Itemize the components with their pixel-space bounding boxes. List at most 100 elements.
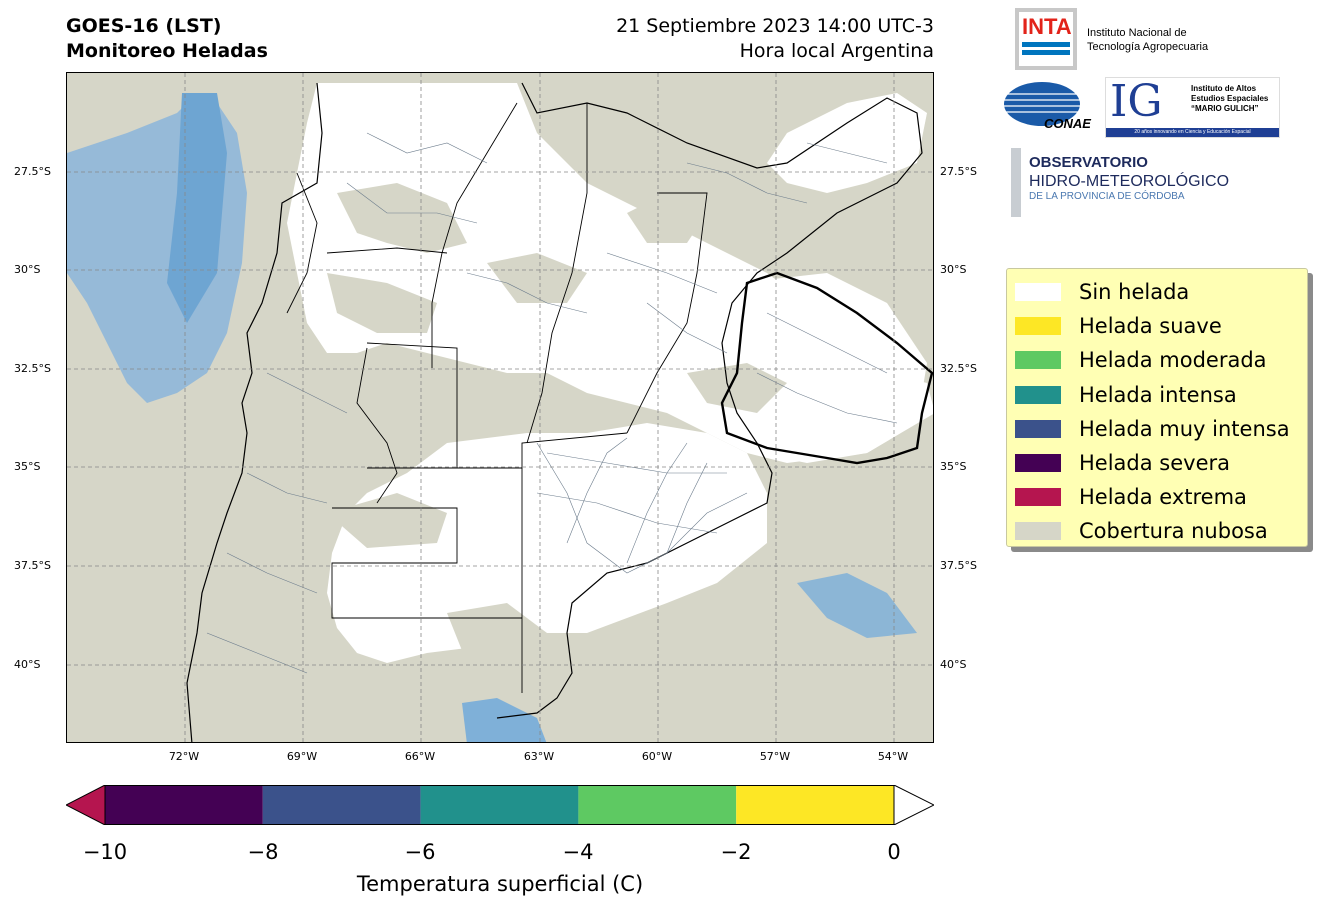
province-borders <box>286 102 708 693</box>
obs-line2: HIDRO-METEOROLÓGICO <box>1029 173 1230 190</box>
lon-tick: 54°W <box>877 750 909 763</box>
graticule <box>67 73 933 742</box>
cloud-patch <box>627 193 707 243</box>
cloud-patch <box>327 493 447 548</box>
legend-label: Helada severa <box>1079 451 1230 476</box>
cloudfree-area-atlantic <box>797 573 917 638</box>
province-border <box>366 342 458 469</box>
lat-tick-left: 30°S <box>14 263 41 276</box>
colorbar-tick: −8 <box>247 840 279 864</box>
province-border <box>331 507 522 619</box>
province-border <box>626 192 708 434</box>
legend-label: Cobertura nubosa <box>1079 519 1268 544</box>
legend-label: Helada muy intensa <box>1079 416 1290 441</box>
colorbar-over-triangle <box>893 784 936 826</box>
department-border <box>246 472 328 504</box>
legend-label: Helada moderada <box>1079 348 1267 373</box>
ig-name-line1: Instituto de Altos <box>1191 84 1257 93</box>
department-border <box>206 632 308 674</box>
legend-swatch <box>1015 488 1061 507</box>
department-border <box>606 252 718 294</box>
lon-tick: 72°W <box>168 750 200 763</box>
legend-swatch <box>1015 351 1061 370</box>
department-borders <box>206 132 898 674</box>
title-satellite: GOES-16 (LST) <box>66 15 222 37</box>
legend-item: Helada suave <box>1015 309 1307 343</box>
department-border <box>566 437 628 544</box>
department-border <box>686 162 808 204</box>
map-canvas <box>67 73 933 742</box>
inta-name-line1: Instituto Nacional de <box>1087 27 1187 39</box>
map-panel <box>66 72 934 743</box>
colorbar-under-triangle <box>64 784 106 826</box>
colorbar <box>64 784 936 826</box>
colorbar-tick: 0 <box>887 840 901 864</box>
department-border <box>366 132 488 164</box>
legend-item: Helada moderada <box>1015 343 1307 377</box>
legend-item: Helada extrema <box>1015 480 1307 514</box>
legend-item: Cobertura nubosa <box>1015 514 1307 548</box>
cloud-patch <box>327 273 437 333</box>
no-frost-area-misiones <box>767 93 927 193</box>
lon-tick: 66°W <box>404 750 436 763</box>
department-border <box>646 302 728 354</box>
colorbar-segment <box>105 785 263 825</box>
cloudfree-area-south <box>462 698 547 742</box>
lat-tick-left: 27.5°S <box>14 165 51 178</box>
department-border <box>756 372 898 424</box>
department-border <box>346 182 478 224</box>
cloud-patch <box>487 253 587 303</box>
cloudfree-area-pacific-band <box>167 93 227 323</box>
ig-mark: IG <box>1110 76 1163 127</box>
colorbar-tick: −2 <box>720 840 752 864</box>
legend-label: Helada intensa <box>1079 382 1237 407</box>
map-datetime: 21 Septiembre 2023 14:00 UTC-3 Hora loca… <box>616 14 934 64</box>
conae-wordmark: CONAE <box>1044 116 1091 131</box>
legend-label: Helada extrema <box>1079 485 1247 510</box>
department-border <box>626 442 688 564</box>
uruguay-border <box>720 271 933 465</box>
province-border <box>526 103 588 444</box>
inta-logo: INTA <box>1015 8 1077 70</box>
lat-tick-right: 32.5°S <box>940 362 977 375</box>
obs-line3: DE LA PROVINCIA DE CÓRDOBA <box>1029 191 1185 202</box>
inta-name-line2: Tecnología Agropecuaria <box>1087 41 1209 53</box>
lon-tick: 57°W <box>759 750 791 763</box>
lon-tick: 63°W <box>523 750 555 763</box>
legend-swatch <box>1015 522 1061 541</box>
department-border <box>546 452 727 474</box>
lon-tick: 60°W <box>641 750 673 763</box>
province-border <box>286 172 318 314</box>
colorbar-tick: −6 <box>404 840 436 864</box>
lat-tick-left: 35°S <box>14 460 41 473</box>
lat-tick-right: 30°S <box>940 263 967 276</box>
legend-label: Sin helada <box>1079 280 1190 305</box>
colorbar-outline <box>104 785 895 825</box>
legend-swatch <box>1015 283 1061 302</box>
lon-tick: 69°W <box>286 750 318 763</box>
ig-name-line3: “MARIO GULICH” <box>1191 104 1259 113</box>
legend-item: Sin helada <box>1015 275 1307 309</box>
legend-swatch <box>1015 317 1061 336</box>
legend-item: Helada muy intensa <box>1015 412 1307 446</box>
legend-item: Helada intensa <box>1015 378 1307 412</box>
colorbar-tick: −10 <box>82 840 128 864</box>
ig-logo: IG Instituto de Altos Estudios Espaciale… <box>1105 77 1280 138</box>
legend: Sin helada Helada suave Helada moderada Hel… <box>1006 268 1308 547</box>
no-frost-areas <box>287 83 933 663</box>
department-border <box>806 142 888 164</box>
colorbar-tick: −4 <box>562 840 594 864</box>
colorbar-segment <box>578 785 737 825</box>
legend-swatch <box>1015 385 1061 404</box>
colorbar-label: Temperatura superficial (C) <box>356 872 644 896</box>
conae-logo: CONAE <box>1004 80 1091 136</box>
observatorio-bar <box>1011 148 1021 217</box>
lat-tick-left: 32.5°S <box>14 362 51 375</box>
lat-tick-left: 40°S <box>14 658 41 671</box>
map-title: GOES-16 (LST) Monitoreo Heladas <box>66 14 268 64</box>
obs-line1: OBSERVATORIO <box>1029 154 1148 171</box>
department-border <box>266 372 348 414</box>
lat-tick-right: 27.5°S <box>940 165 977 178</box>
department-border <box>536 442 748 574</box>
ig-tagline: 20 años innovando en Ciencia y Educación… <box>1106 128 1279 137</box>
